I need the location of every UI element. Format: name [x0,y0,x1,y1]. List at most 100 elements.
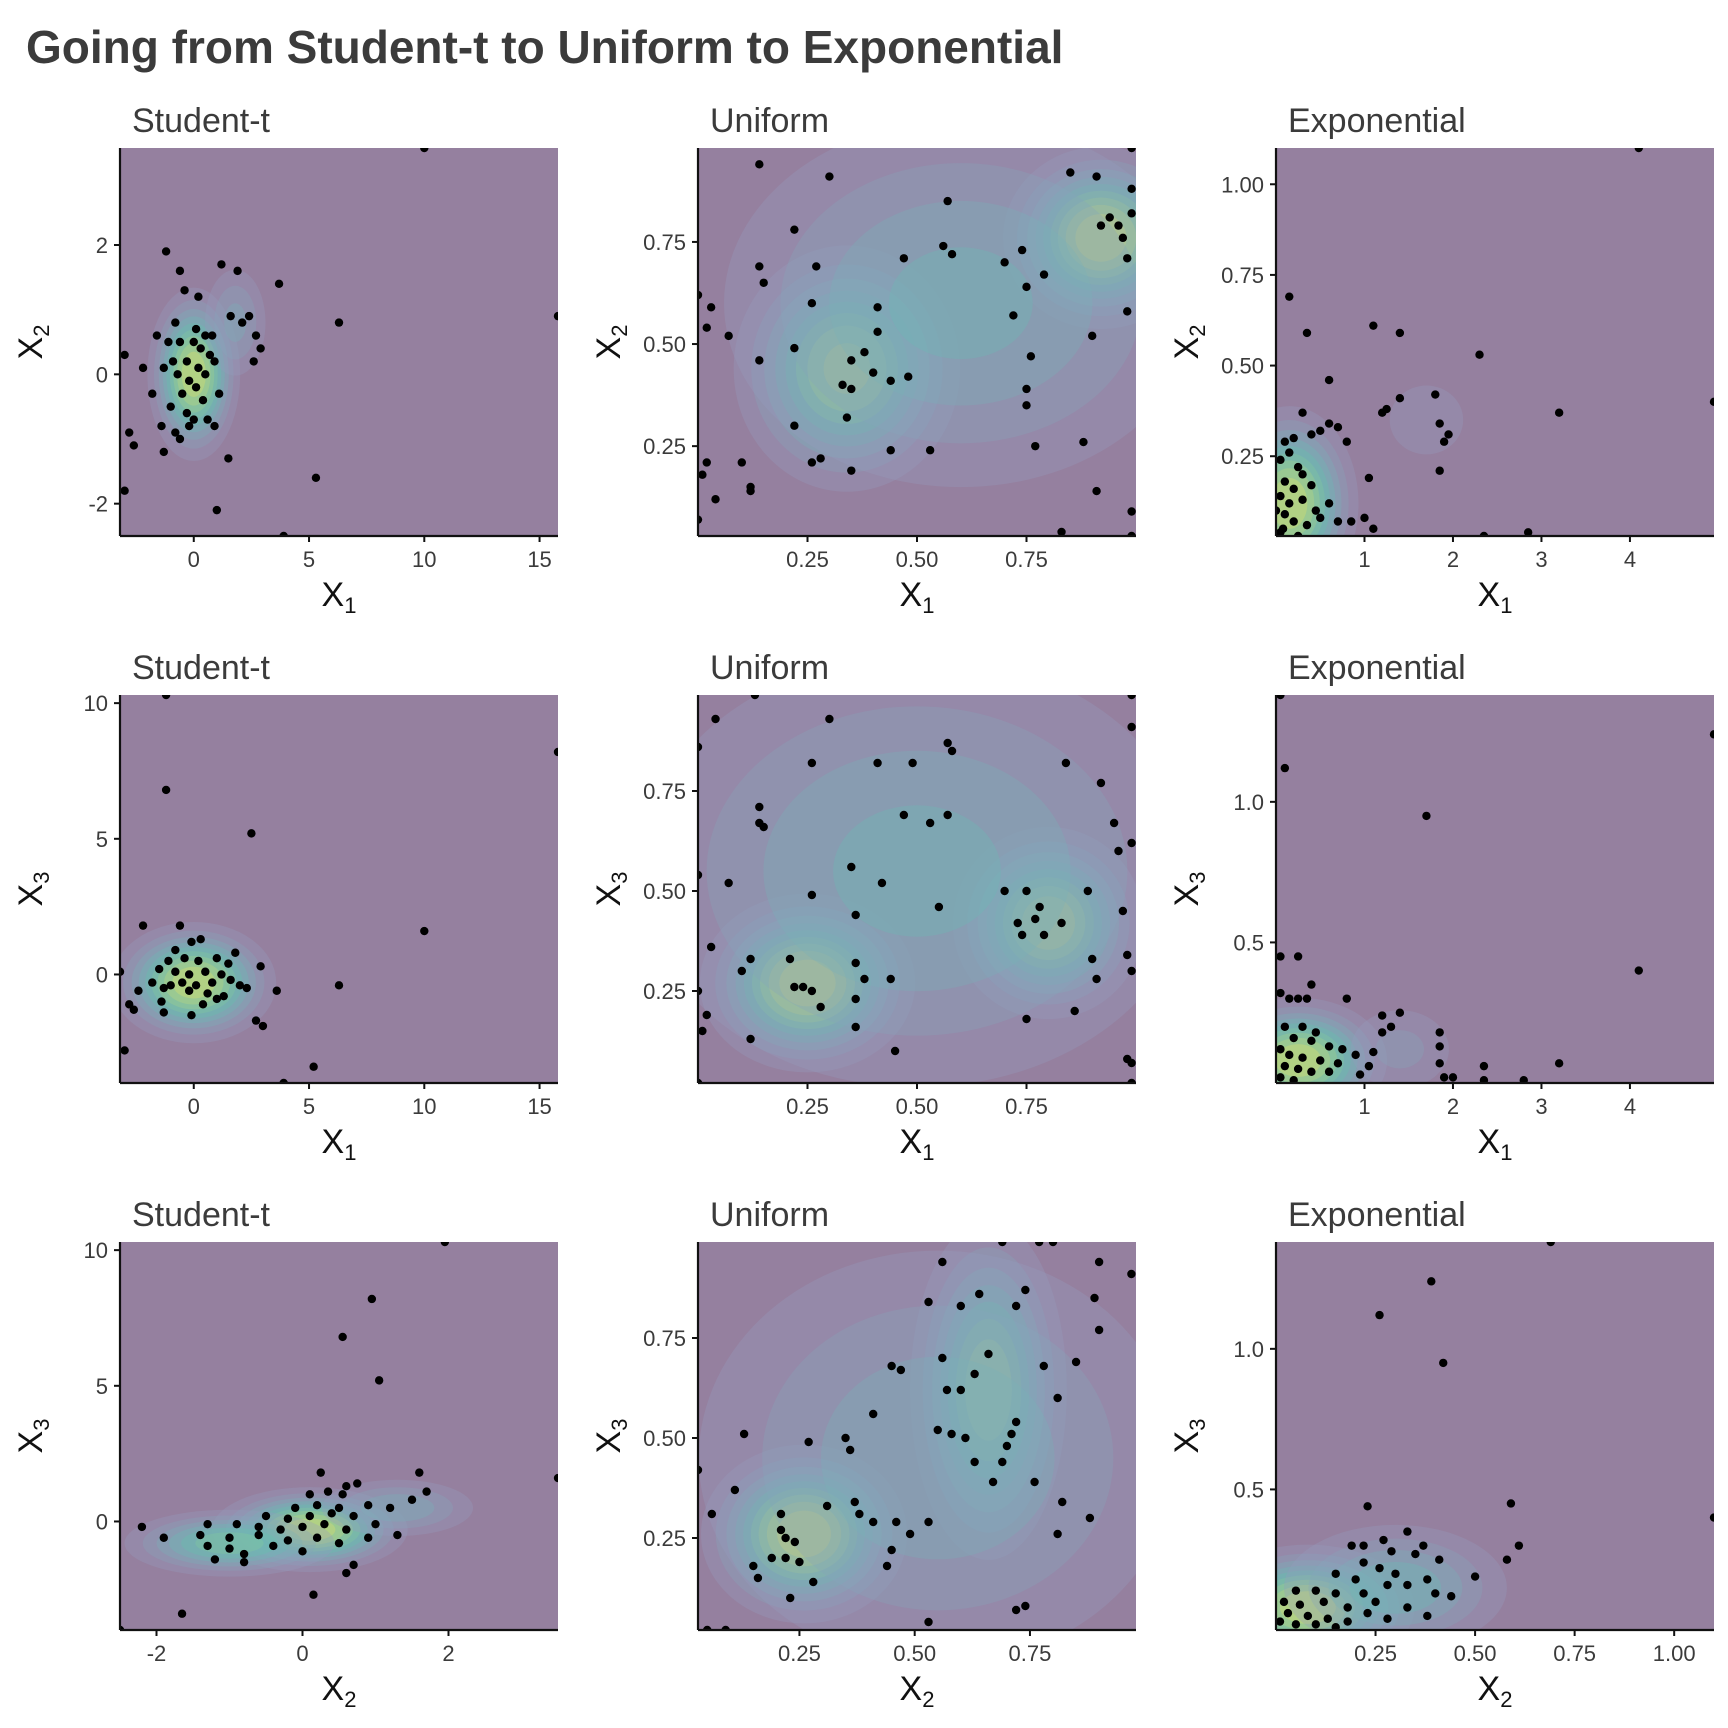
data-point [702,1010,711,1020]
density-band [1350,1010,1449,1083]
data-point [1514,1541,1524,1550]
density-contours [698,1242,1136,1630]
data-point [822,1501,832,1511]
data-point [956,1301,965,1311]
data-point [1383,1614,1392,1623]
data-point [1554,408,1564,417]
panel-4: 0 5 10 15 0 5 10 Student-t X1 X3 [12,649,558,1165]
data-point [1403,1580,1412,1590]
data-point [1066,168,1075,177]
data-point [1363,1608,1372,1618]
density-band [763,750,1071,992]
data-point [724,331,733,341]
density-band [833,805,1001,937]
density-band [1375,1030,1425,1069]
data-point [755,802,764,812]
data-point [1022,1014,1031,1024]
data-point [746,954,755,964]
data-point [869,1517,878,1527]
data-point [201,967,210,976]
data-point [316,1468,325,1477]
data-point [187,1010,196,1020]
data-point [924,1617,933,1627]
data-point [178,389,187,398]
data-point [235,981,245,990]
data-point [1395,1008,1405,1017]
data-point [1303,1611,1313,1621]
data-point [349,1511,358,1521]
data-point [1307,980,1316,989]
y-axis-title: X2 [12,325,54,360]
data-point [415,1468,424,1477]
y-tick-label: 0 [96,1509,108,1534]
data-point [1079,437,1088,447]
density-band [735,1474,873,1594]
density-band [807,325,887,412]
data-point [1291,1586,1301,1595]
density-band [700,1444,908,1624]
data-point [212,953,222,963]
data-point [1419,1541,1428,1550]
data-point [767,1553,776,1563]
data-point [1422,811,1431,821]
y-tick-label: 0.5 [1233,930,1264,955]
data-point [184,970,194,979]
data-point [1403,1527,1412,1536]
data-point [816,1002,825,1012]
data-point [1127,1269,1136,1279]
data-point [1057,527,1066,536]
data-point [1359,1541,1368,1550]
data-point [781,1533,790,1543]
data-point [1316,1056,1325,1065]
data-point [1276,952,1285,961]
data-point [1127,148,1136,153]
y-tick-label: 0.50 [643,879,686,904]
data-point [1013,918,1022,928]
data-point [217,970,226,979]
density-band [759,943,856,1023]
density-band [706,706,1128,1036]
x-tick-label: 0.25 [778,1641,821,1666]
x-tick-label: 3 [1535,1094,1547,1119]
data-point [1333,423,1343,432]
data-point [553,311,558,321]
page-title: Going from Student-t to Uniform to Expon… [26,21,1064,73]
density-band [922,1247,1055,1533]
data-point [899,254,909,263]
data-point [1387,1547,1396,1556]
data-point [249,357,258,366]
data-point [191,383,201,392]
y-tick-label: -2 [88,492,108,517]
data-point [148,978,157,987]
data-point [706,303,716,312]
data-point [283,1514,293,1523]
data-point [553,1473,558,1483]
data-point [189,337,198,347]
density-band [775,290,919,447]
data-point [187,937,196,947]
data-point [210,421,219,431]
data-point [1311,1620,1321,1629]
y-tick-label: 5 [96,827,108,852]
data-point [1285,292,1294,301]
data-point [1375,1563,1384,1573]
density-band [698,1250,1136,1630]
data-point [1123,950,1132,960]
panel-background [1276,695,1714,1083]
data-point [1276,455,1285,465]
data-point [274,279,284,288]
data-point [251,1016,261,1025]
data-point [759,822,768,832]
data-point [807,758,817,768]
data-point [939,241,948,251]
data-point [1383,1580,1392,1590]
y-tick-label: 0.75 [1221,263,1264,288]
y-tick-label: 10 [84,1238,108,1263]
y-tick-label: 0.25 [643,434,686,459]
data-point [1347,517,1356,526]
data-point [311,473,321,482]
y-tick-label: 0.25 [643,1526,686,1551]
data-point [1324,1067,1334,1076]
data-point [256,962,265,971]
data-point [201,331,210,340]
